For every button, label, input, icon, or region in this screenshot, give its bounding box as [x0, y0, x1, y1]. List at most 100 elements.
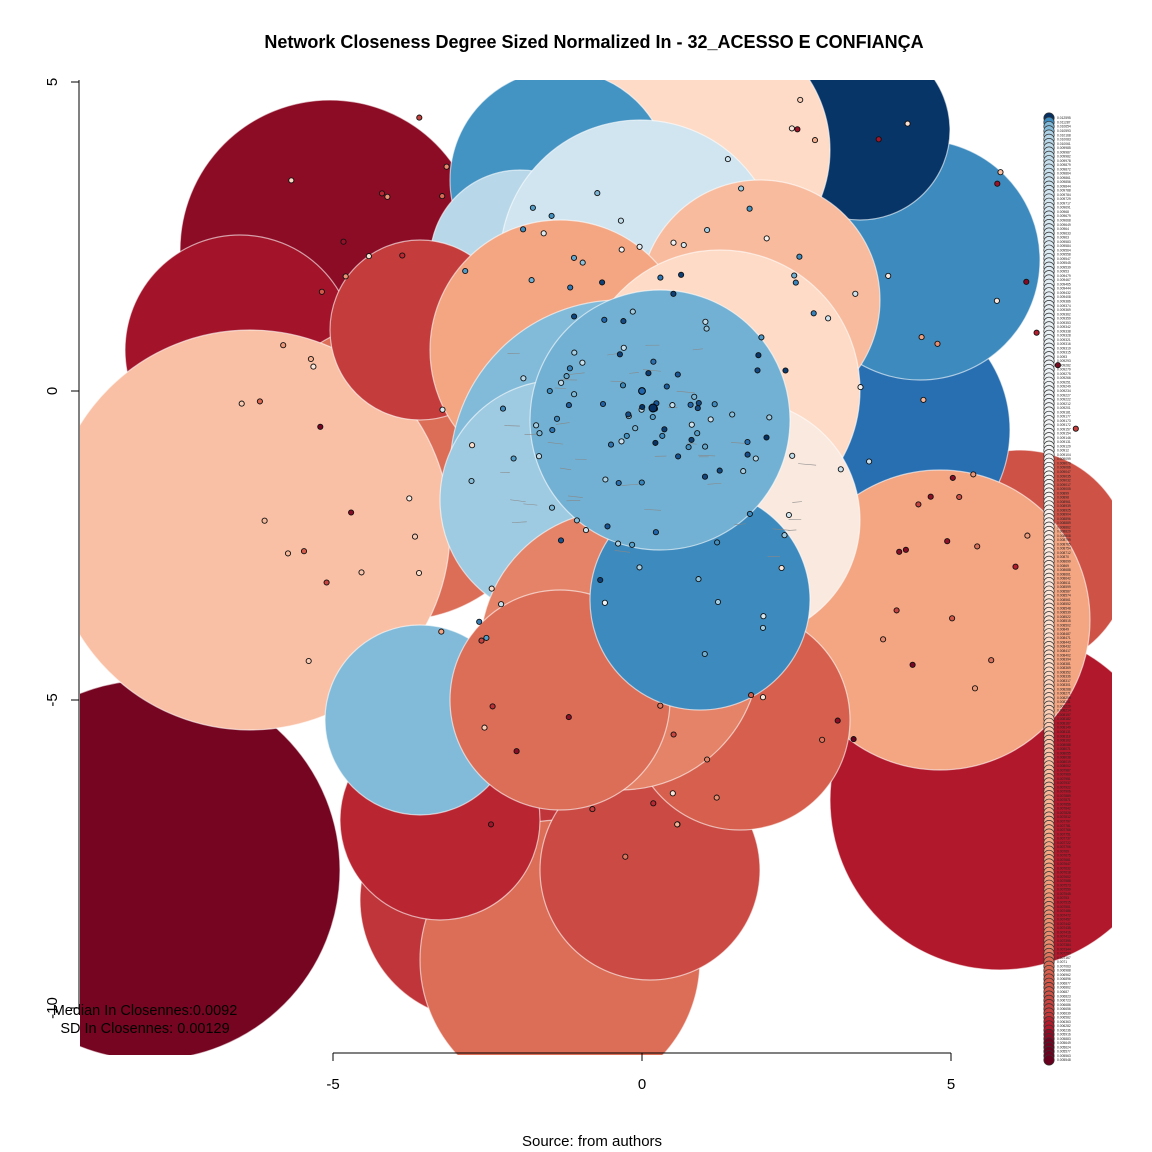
node-marker: [694, 430, 701, 437]
network-plot-area: [80, 53, 1112, 1055]
y-tick-label: 0: [44, 387, 61, 395]
node-marker: [626, 53, 631, 58]
legend-label: 0.006988: [1057, 969, 1071, 973]
edge-line: [734, 523, 746, 526]
node-marker: [520, 375, 527, 382]
node-marker: [896, 548, 903, 555]
x-tick-label: -5: [326, 1076, 339, 1093]
node-marker: [601, 316, 608, 323]
legend-label: 0.009321: [1057, 338, 1071, 342]
node-marker: [439, 193, 446, 200]
node-marker: [703, 325, 710, 332]
legend-label: 0.008336: [1057, 675, 1071, 679]
node-marker: [704, 756, 711, 763]
legend-label: 0.009201: [1057, 406, 1071, 410]
node-marker: [674, 821, 681, 828]
node-marker: [970, 471, 977, 478]
node-marker: [852, 290, 859, 297]
node-marker: [305, 657, 312, 665]
node-marker: [487, 821, 495, 828]
node-marker: [755, 352, 762, 359]
legend-label: 0.007618: [1057, 871, 1071, 875]
node-marker: [535, 453, 543, 460]
legend-label: 0.008131: [1057, 730, 1071, 734]
legend-label: 0.0071: [1057, 960, 1067, 964]
legend-label: 0.006823: [1057, 994, 1071, 998]
legend-label: 0.008539: [1057, 611, 1071, 615]
edge-line: [566, 372, 585, 376]
edge-line: [555, 422, 570, 425]
node-marker: [652, 439, 659, 446]
node-marker: [557, 537, 565, 544]
node-marker: [536, 430, 543, 437]
legend-label: 0.012595: [1057, 116, 1071, 120]
node-marker: [579, 259, 586, 266]
x-tick-label: 5: [947, 1076, 955, 1093]
node-marker: [810, 310, 817, 317]
legend-label: 0.006656: [1057, 1007, 1071, 1011]
node-marker: [759, 694, 767, 701]
node-marker: [918, 334, 925, 341]
node-marker: [792, 279, 799, 286]
legend-label: 0.007871: [1057, 798, 1071, 802]
legend-label: 0.007293: [1057, 952, 1071, 956]
node-marker: [885, 272, 892, 279]
node-marker: [675, 453, 682, 460]
node-marker: [834, 717, 841, 724]
node-marker: [618, 246, 625, 253]
legend-label: 0.009099: [1057, 457, 1071, 461]
node-marker: [416, 114, 423, 121]
node-marker: [867, 72, 872, 77]
node-marker: [307, 355, 314, 363]
edge-line: [511, 521, 527, 523]
legend-label: 0.008352: [1057, 670, 1071, 674]
node-marker: [650, 358, 657, 365]
legend-label: 0.007906: [1057, 790, 1071, 794]
legend-label: 0.005883: [1057, 1037, 1071, 1041]
node-marker: [902, 546, 909, 553]
legend-label: 0.008417: [1057, 649, 1071, 653]
node-marker: [411, 533, 419, 540]
legend-label: 0.007675: [1057, 854, 1071, 858]
legend-label: 0.008197: [1057, 713, 1071, 717]
legend-label: 0.006686: [1057, 1003, 1071, 1007]
legend-label: 0.009227: [1057, 393, 1071, 397]
node-marker: [485, 71, 490, 76]
legend-label: 0.009066: [1057, 466, 1071, 470]
legend-label: 0.009539: [1057, 265, 1071, 269]
node-marker: [650, 800, 657, 807]
node-marker: [639, 403, 646, 411]
node-marker: [513, 748, 520, 755]
legend-label: 0.010083: [1057, 138, 1071, 142]
legend-label: 0.007661: [1057, 858, 1071, 862]
node-marker: [439, 406, 446, 413]
legend-label: 0.009465: [1057, 282, 1071, 286]
node-marker: [629, 308, 636, 315]
edge-line: [560, 467, 572, 471]
legend-label: 0.006639: [1057, 1011, 1071, 1015]
legend-label: 0.008799: [1057, 538, 1071, 542]
node-marker: [549, 426, 556, 434]
legend-label: 0.008432: [1057, 645, 1071, 649]
node-marker: [694, 405, 701, 412]
legend-label: 0.009668: [1057, 219, 1071, 223]
edge-line: [621, 483, 639, 486]
node-marker: [601, 599, 608, 606]
node-marker: [649, 413, 656, 421]
legend-label: 0.009266: [1057, 376, 1071, 380]
chart-title: Network Closeness Degree Sized Normalize…: [264, 32, 923, 52]
legend-label: 0.007706: [1057, 845, 1071, 849]
node-marker: [781, 532, 788, 539]
legend-label: 0.009717: [1057, 201, 1071, 205]
legend-label: 0.008611: [1057, 581, 1071, 585]
node-marker: [688, 436, 695, 443]
legend-label: 0.005577: [1057, 1050, 1071, 1054]
node-marker: [1033, 329, 1040, 336]
sd-closeness-text: SD In Closennes: 0.00129: [60, 1021, 229, 1037]
legend-label: 0.009584: [1057, 244, 1071, 248]
edges-layer: [500, 344, 817, 558]
node-marker: [636, 564, 643, 571]
legend-label: 0.009545: [1057, 261, 1071, 265]
node-marker: [785, 511, 792, 519]
legend-label: 0.008896: [1057, 517, 1071, 521]
